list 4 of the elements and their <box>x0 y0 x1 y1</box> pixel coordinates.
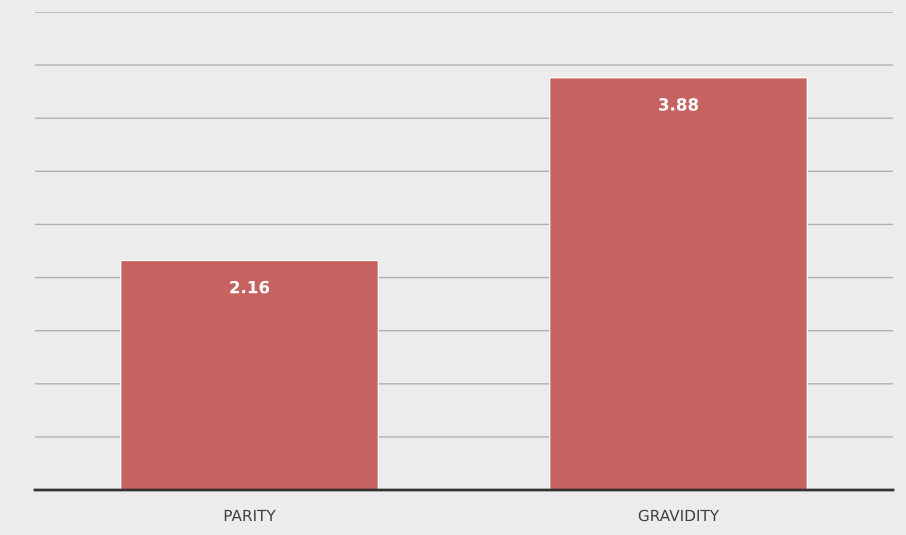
data-label: 2.16 <box>230 280 270 294</box>
data-label: 3.88 <box>659 98 698 111</box>
x-tick-label: GRAVIDITY <box>638 510 720 522</box>
x-tick-label: PARITY <box>224 510 276 522</box>
